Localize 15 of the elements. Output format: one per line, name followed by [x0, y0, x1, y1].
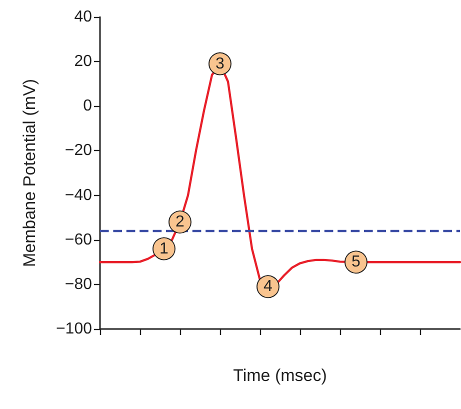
y-tick-label: −20: [64, 142, 92, 160]
annotation: 1: [160, 240, 169, 258]
y-tick-label: 40: [74, 8, 92, 26]
y-tick-label: −40: [64, 186, 92, 204]
y-tick-label: −60: [64, 231, 92, 248]
y-tick-label: 0: [83, 98, 92, 115]
annotation: 4: [264, 278, 273, 296]
y-tick-label: −80: [64, 276, 92, 293]
annotation: 3: [216, 55, 225, 72]
y-tick-label: −100: [56, 320, 92, 338]
y-axis-title: Membane Potential (mV): [20, 78, 39, 268]
annotation: 2: [176, 214, 185, 231]
x-axis-title: Time (msec): [233, 366, 327, 385]
y-tick-label: 20: [74, 53, 92, 70]
annotation: 5: [352, 254, 361, 271]
